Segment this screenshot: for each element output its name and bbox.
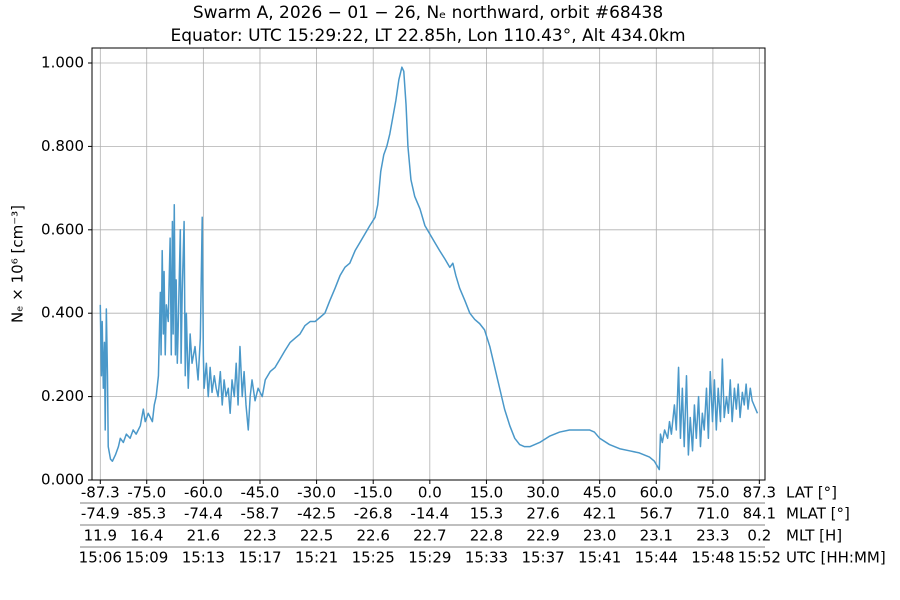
row-tick-label: 56.7 [640, 505, 673, 523]
row-tick-label: -14.4 [410, 505, 449, 523]
plot-frame [91, 47, 766, 481]
row-tick-label: 42.1 [583, 505, 616, 523]
row-label: MLAT [°] [786, 505, 850, 523]
y-tick-label: 0.400 [41, 304, 84, 322]
chart-subtitle: Equator: UTC 15:29:22, LT 22.85h, Lon 11… [170, 26, 685, 46]
row-tick-label: 15:17 [238, 549, 281, 567]
y-tick-label: 0.000 [41, 471, 84, 489]
row-tick-label: 0.2 [747, 527, 771, 545]
row-tick-label: 22.7 [413, 527, 446, 545]
row-label: UTC [HH:MM] [786, 549, 886, 567]
x-tick-label: 87.3 [743, 484, 776, 502]
row-tick-label: 22.8 [470, 527, 503, 545]
x-tick-label: -75.0 [127, 484, 166, 502]
x-tick-label: 15.0 [470, 484, 503, 502]
x-tick-label: 30.0 [526, 484, 559, 502]
row-tick-label: 22.3 [243, 527, 276, 545]
x-tick-label: -45.0 [241, 484, 280, 502]
row-tick-label: 16.4 [130, 527, 163, 545]
row-tick-label: 22.5 [300, 527, 333, 545]
x-tick-label: -87.3 [81, 484, 120, 502]
row-tick-label: 15:37 [521, 549, 564, 567]
chart-title: Swarm A, 2026 − 01 − 26, Nₑ northward, o… [193, 3, 663, 23]
row-tick-label: 15:21 [295, 549, 338, 567]
row-tick-label: 21.6 [187, 527, 220, 545]
row-tick-label: 15:48 [691, 549, 734, 567]
y-tick-label: 0.600 [41, 220, 84, 238]
y-tick-label: 0.200 [41, 387, 84, 405]
row-tick-label: 23.0 [583, 527, 616, 545]
row-tick-label: 22.6 [356, 527, 389, 545]
row-tick-label: -42.5 [297, 505, 336, 523]
row-label: MLT [H] [786, 527, 842, 545]
row-tick-label: 23.3 [696, 527, 729, 545]
row-tick-label: 15:29 [408, 549, 451, 567]
data-line [99, 66, 759, 471]
row-tick-label: 15:13 [182, 549, 225, 567]
x-axis-label: LAT [°] [786, 484, 837, 502]
x-tick-label: 0.0 [418, 484, 442, 502]
row-tick-label: 84.1 [743, 505, 776, 523]
row-tick-label: -26.8 [354, 505, 393, 523]
row-tick-label: 15.3 [470, 505, 503, 523]
y-tick-label: 0.800 [41, 137, 84, 155]
y-axis-label: Nₑ × 10⁶ [cm⁻³] [9, 205, 27, 323]
x-tick-label: -15.0 [354, 484, 393, 502]
row-tick-label: 15:06 [79, 549, 122, 567]
row-tick-label: 11.9 [84, 527, 117, 545]
x-tick-label: 45.0 [583, 484, 616, 502]
row-tick-label: 15:41 [578, 549, 621, 567]
row-tick-label: 15:09 [125, 549, 168, 567]
x-tick-label: -30.0 [297, 484, 336, 502]
row-tick-label: -85.3 [127, 505, 166, 523]
row-tick-label: 23.1 [640, 527, 673, 545]
y-tick-label: 1.000 [41, 54, 84, 72]
row-tick-label: -58.7 [241, 505, 280, 523]
x-tick-label: 60.0 [640, 484, 673, 502]
row-tick-label: 15:25 [352, 549, 395, 567]
row-tick-label: 27.6 [526, 505, 559, 523]
row-tick-label: 15:52 [738, 549, 781, 567]
row-tick-label: 22.9 [526, 527, 559, 545]
row-tick-label: 15:33 [465, 549, 508, 567]
row-tick-label: -74.4 [184, 505, 223, 523]
x-tick-label: -60.0 [184, 484, 223, 502]
row-tick-label: 15:44 [635, 549, 678, 567]
x-tick-label: 75.0 [696, 484, 729, 502]
row-tick-label: -74.9 [81, 505, 120, 523]
row-tick-label: 71.0 [696, 505, 729, 523]
